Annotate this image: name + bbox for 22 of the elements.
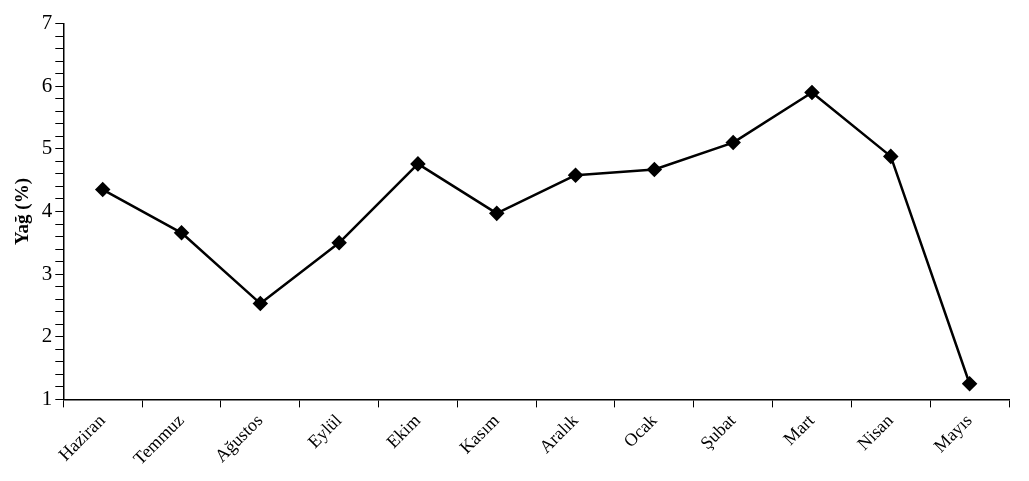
point xyxy=(253,296,268,311)
y-tick-label: 3 xyxy=(41,260,53,285)
point xyxy=(647,162,662,177)
y-tick-label: 1 xyxy=(41,385,53,410)
point xyxy=(883,149,899,164)
point xyxy=(725,135,741,150)
point xyxy=(804,85,820,100)
y-tick-label: 6 xyxy=(41,72,53,97)
point xyxy=(962,376,977,391)
point xyxy=(568,167,583,183)
y-tick-label: 2 xyxy=(41,323,53,348)
y-tick-label: 7 xyxy=(41,10,53,35)
point xyxy=(95,182,110,197)
y-tick-label: 5 xyxy=(41,135,53,160)
y-tick-label: 4 xyxy=(41,198,53,222)
x-tick-label: Ocak xyxy=(619,410,661,452)
point xyxy=(174,225,189,241)
x-tick-label: Mart xyxy=(779,410,819,449)
point xyxy=(331,235,347,251)
y-axis-title: Yağ (%) xyxy=(11,177,34,245)
point xyxy=(489,206,504,221)
point xyxy=(410,156,426,172)
